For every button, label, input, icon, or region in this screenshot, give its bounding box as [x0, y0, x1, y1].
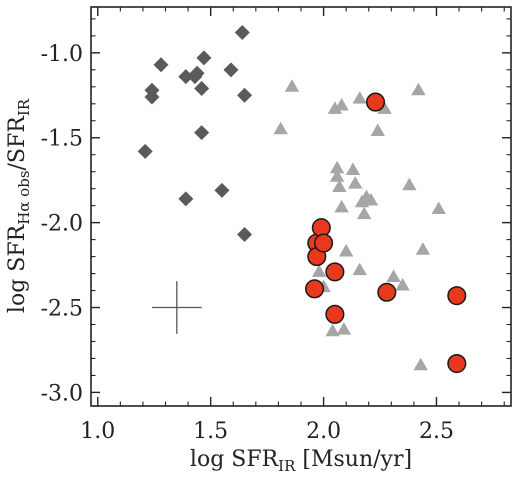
triangle-point [334, 199, 349, 213]
triangle-point [329, 160, 345, 174]
error-bar [151, 281, 202, 334]
triangle-point [325, 323, 340, 337]
diamond-point [223, 62, 239, 78]
circle-point [447, 286, 467, 306]
x-axis-label: log SFRIR [Msun/yr] [190, 447, 412, 475]
diamond-point [144, 89, 160, 105]
triangle-point [347, 176, 363, 189]
axis-ticks: 1.0 1.5 2.0 2.5 -1.0 -1.5 -2.0 -2.5 -3.0 [41, 7, 511, 444]
diamond-point [178, 191, 194, 207]
circle-point [377, 282, 397, 302]
y-tick-label: -2.0 [41, 212, 83, 237]
circle-point [325, 262, 345, 282]
triangle-point [284, 79, 300, 92]
triangle-point [386, 269, 401, 282]
triangle-point [345, 162, 361, 175]
diamond-point [194, 125, 210, 141]
triangle-point [273, 121, 288, 135]
triangle-point [395, 277, 410, 291]
triangle-point [352, 91, 367, 104]
triangle-point [377, 101, 392, 114]
circle-point [447, 354, 467, 374]
y-axis-label: log SFRHα obs/SFRIR [5, 98, 33, 313]
diamond-point [178, 69, 194, 85]
circle-point [325, 304, 345, 324]
plot-frame [90, 6, 512, 407]
triangle-point [357, 206, 372, 220]
triangle-point [411, 82, 426, 96]
triangle-point [370, 123, 385, 136]
triangle-point [327, 101, 343, 114]
diamond-point [214, 182, 230, 198]
triangle-point [352, 262, 367, 276]
triangle-point [336, 322, 352, 335]
x-tick-label: 2.5 [419, 419, 454, 444]
y-tick-label: -1.5 [41, 127, 83, 152]
diamond-point [196, 50, 212, 66]
y-tick-label: -2.5 [41, 297, 83, 322]
triangle-point [413, 357, 428, 371]
triangle-point [402, 177, 417, 191]
diamond-point [189, 65, 205, 81]
triangle-point [334, 97, 349, 111]
triangle-point [431, 201, 446, 215]
triangle-point [415, 242, 431, 255]
diamond-point [194, 80, 210, 96]
triangle-point [329, 169, 345, 182]
circle-point [365, 92, 386, 112]
y-tick-label: -1.0 [41, 42, 83, 67]
y-tick-label: -3.0 [41, 381, 83, 406]
circle-point [314, 233, 334, 253]
triangle-point [338, 243, 354, 257]
circle-point [304, 279, 325, 299]
data-marks [137, 24, 467, 374]
triangle-point [363, 193, 379, 206]
x-tick-label: 1.0 [80, 419, 115, 444]
diamond-point [234, 24, 250, 40]
diamond-point [237, 87, 253, 103]
diamond-point [237, 227, 253, 243]
diamond-point [153, 57, 169, 73]
triangle-point [311, 264, 327, 277]
x-tick-label: 1.5 [193, 419, 228, 444]
x-tick-label: 2.0 [306, 419, 341, 444]
diamond-point [137, 143, 153, 159]
triangle-point [332, 179, 347, 192]
